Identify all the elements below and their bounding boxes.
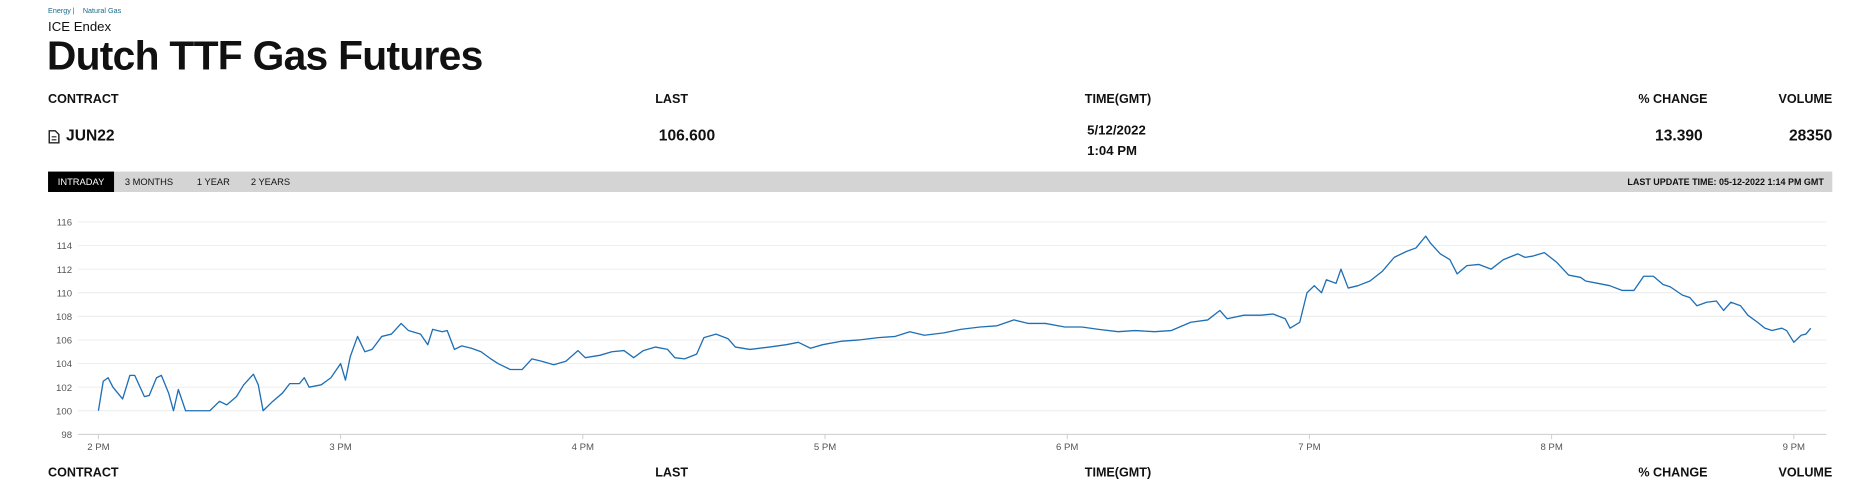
x-tick-label: 7 PM [1298, 442, 1320, 453]
y-tick-label: 98 [61, 430, 72, 441]
column-header: VOLUME [1778, 465, 1832, 479]
trade-time: 1:04 PM [1087, 143, 1137, 158]
column-header: VOLUME [1778, 92, 1832, 106]
y-tick-label: 116 [57, 218, 72, 229]
y-tick-label: 100 [56, 406, 72, 417]
exchange: ICE Endex [48, 19, 111, 34]
y-tick-label: 112 [57, 265, 72, 276]
x-tick-label: 3 PM [329, 442, 351, 453]
column-header: TIME(GMT) [1085, 465, 1151, 479]
last-price: 106.600 [659, 127, 716, 144]
tab[interactable]: 1 YEAR [197, 177, 230, 187]
tab-bar [48, 171, 1833, 192]
y-tick-label: 114 [57, 241, 73, 252]
document-icon[interactable] [48, 130, 60, 144]
x-tick-label: 2 PM [87, 442, 109, 453]
column-header: CONTRACT [48, 465, 119, 479]
active-tab[interactable] [48, 171, 115, 192]
column-header: CONTRACT [48, 92, 119, 106]
column-header: % CHANGE [1638, 92, 1707, 106]
page-title: Dutch TTF Gas Futures [47, 33, 483, 79]
x-tick-label: 9 PM [1783, 442, 1805, 453]
y-tick-label: 108 [56, 312, 72, 323]
trade-date: 5/12/2022 [1087, 122, 1146, 137]
percent-change: 13.390 [1655, 127, 1703, 144]
column-header: LAST [655, 92, 688, 106]
volume: 28350 [1789, 127, 1833, 144]
y-tick-label: 106 [56, 336, 72, 347]
tab[interactable]: 3 MONTHS [125, 177, 173, 187]
breadcrumb-link[interactable]: Natural Gas [83, 6, 122, 15]
column-header: % CHANGE [1638, 465, 1707, 479]
contract-link[interactable]: JUN22 [66, 127, 115, 144]
tab[interactable]: 2 YEARS [251, 177, 290, 187]
y-tick-label: 110 [57, 288, 72, 299]
y-tick-label: 102 [56, 383, 72, 394]
x-tick-label: 6 PM [1056, 442, 1078, 453]
x-tick-label: 8 PM [1540, 442, 1562, 453]
last-update: LAST UPDATE TIME: 05-12-2022 1:14 PM GMT [1627, 177, 1824, 187]
breadcrumb-link[interactable]: Energy | [48, 6, 75, 15]
x-tick-label: 4 PM [572, 442, 594, 453]
column-header: TIME(GMT) [1085, 92, 1151, 106]
column-header: LAST [655, 465, 688, 479]
y-tick-label: 104 [56, 359, 73, 370]
price-line [97, 235, 1812, 412]
tab[interactable]: INTRADAY [58, 177, 105, 187]
x-tick-label: 5 PM [814, 442, 836, 453]
